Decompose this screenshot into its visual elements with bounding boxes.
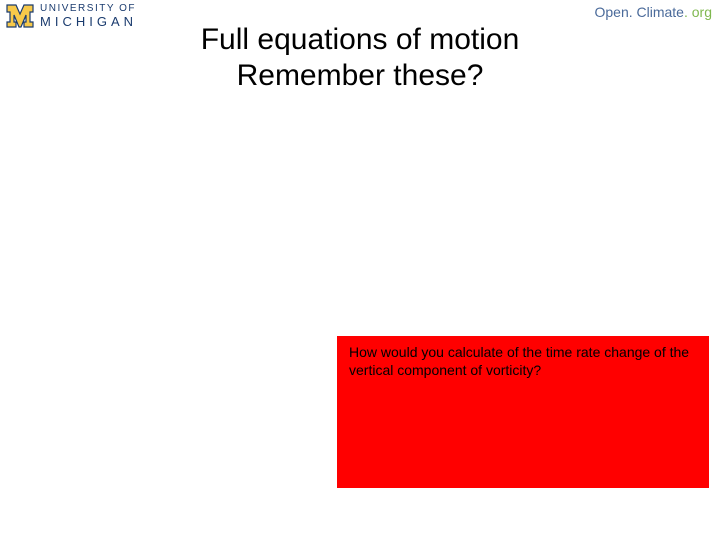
- oc-dotorg: . org: [684, 4, 712, 20]
- openclimate-logo: Open. Climate. org: [594, 4, 712, 20]
- title-line-1: Full equations of motion: [0, 22, 720, 58]
- oc-climate: Climate: [637, 4, 684, 20]
- logo-top-text: UNIVERSITY OF: [40, 4, 137, 14]
- oc-open: Open: [594, 4, 628, 20]
- slide-title: Full equations of motion Remember these?: [0, 22, 720, 94]
- callout-text: How would you calculate of the time rate…: [349, 344, 697, 379]
- title-line-2: Remember these?: [0, 58, 720, 94]
- oc-dot1: .: [629, 4, 637, 20]
- callout-box: How would you calculate of the time rate…: [337, 336, 709, 488]
